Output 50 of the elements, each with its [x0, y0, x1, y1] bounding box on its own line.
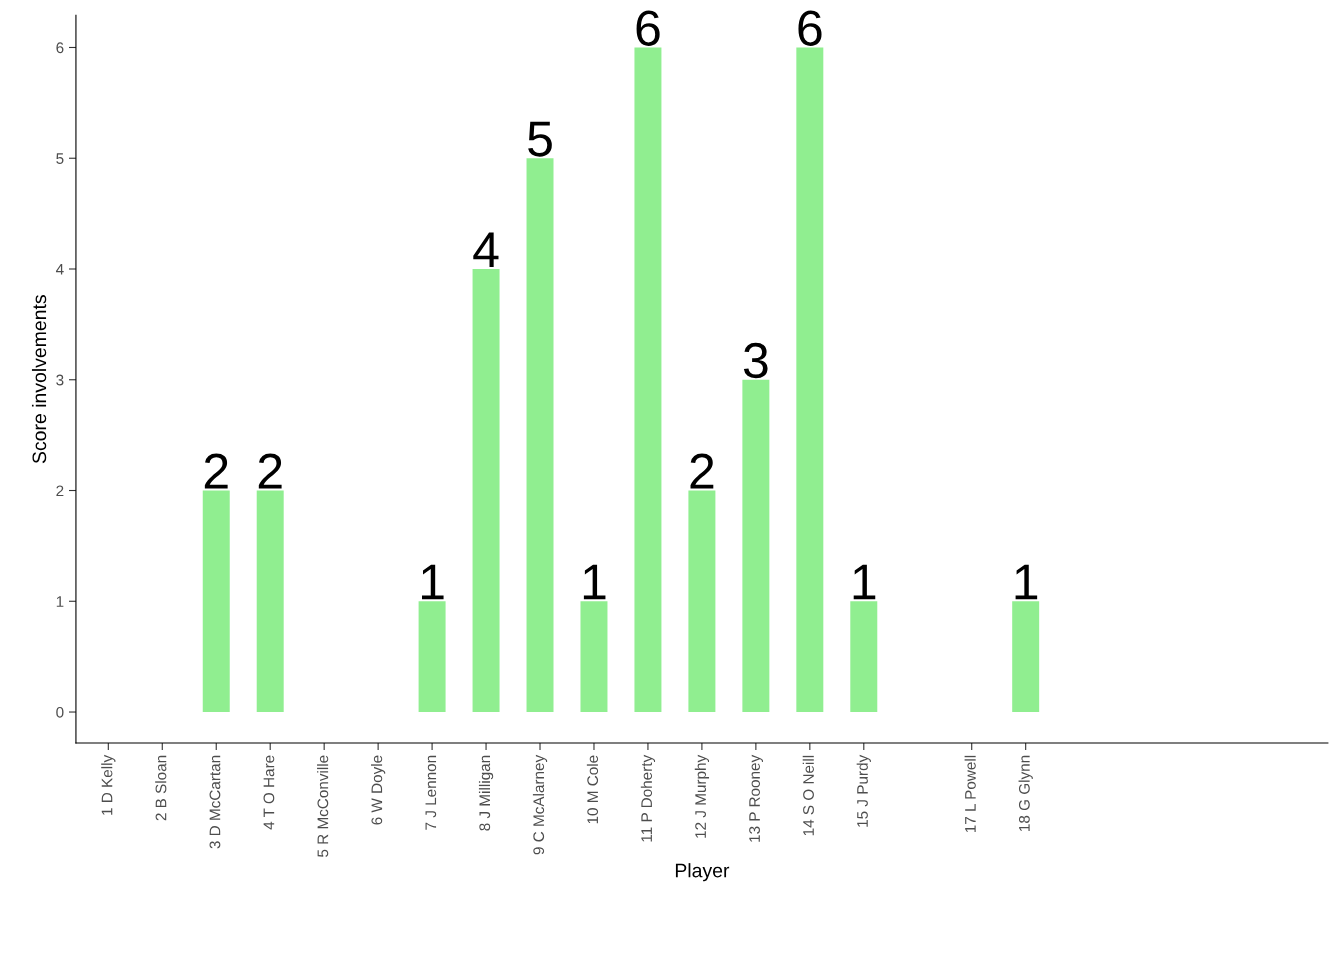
x-tick-label: 5 R McConville — [317, 755, 329, 857]
x-tick-label: 11 P Doherty — [640, 754, 656, 842]
y-tick-label: 4 — [55, 264, 64, 275]
x-tick-label: 18 G Glynn — [1018, 755, 1033, 831]
x-tick-label: 14 S O Neill — [802, 755, 814, 836]
x-axis-title: Player — [675, 863, 730, 882]
bar — [688, 490, 716, 713]
data-label: 2 — [690, 453, 714, 489]
x-tick-label: 7 J Lennon — [425, 755, 437, 830]
x-tick-label: 13 P Rooney — [749, 754, 763, 842]
data-label: 1 — [583, 564, 606, 600]
y-tick-label: 5 — [56, 153, 64, 164]
bar — [1012, 601, 1040, 713]
data-label: 1 — [853, 564, 876, 600]
x-tick-label: 3 D McCartan — [209, 755, 221, 849]
y-tick-label: 6 — [56, 42, 64, 54]
bar — [256, 490, 284, 713]
x-tick-label: 17 L Powell — [964, 755, 976, 833]
data-label: 2 — [204, 453, 228, 489]
bar — [850, 601, 878, 713]
x-tick-label: 1 D Kelly — [101, 754, 116, 815]
y-axis-title: Score involvements — [31, 295, 47, 464]
y-tick-label: 2 — [56, 485, 64, 497]
y-tick-label: 0 — [56, 706, 64, 718]
data-label: 4 — [473, 232, 499, 267]
x-tick-label: 9 C McAlarney — [532, 754, 548, 855]
data-label: 1 — [1015, 564, 1038, 600]
x-tick-label: 6 W Doyle — [371, 755, 386, 825]
bar — [418, 601, 446, 713]
x-tick-label: 2 B Sloan — [155, 755, 167, 821]
x-tick-label: 10 M Cole — [586, 755, 599, 824]
bar — [742, 379, 770, 713]
x-tick-label: 12 J Murphy — [694, 754, 710, 838]
x-tick-label: 8 J Milligan — [478, 755, 494, 831]
bar — [472, 269, 500, 713]
data-label: 3 — [743, 342, 768, 379]
x-tick-label: 4 T O Hare — [263, 755, 275, 830]
data-label: 2 — [258, 453, 282, 489]
bar — [526, 158, 554, 713]
data-label: 1 — [422, 564, 444, 600]
bar — [796, 47, 824, 713]
bar — [580, 601, 608, 713]
bar — [634, 47, 662, 713]
x-tick-label: 15 J Purdy — [856, 754, 871, 827]
bar — [202, 490, 230, 713]
y-tick-label: 1 — [56, 596, 64, 607]
data-label: 6 — [636, 10, 660, 46]
y-tick-label: 3 — [56, 374, 64, 386]
data-label: 5 — [528, 121, 552, 157]
data-label: 6 — [798, 10, 822, 46]
